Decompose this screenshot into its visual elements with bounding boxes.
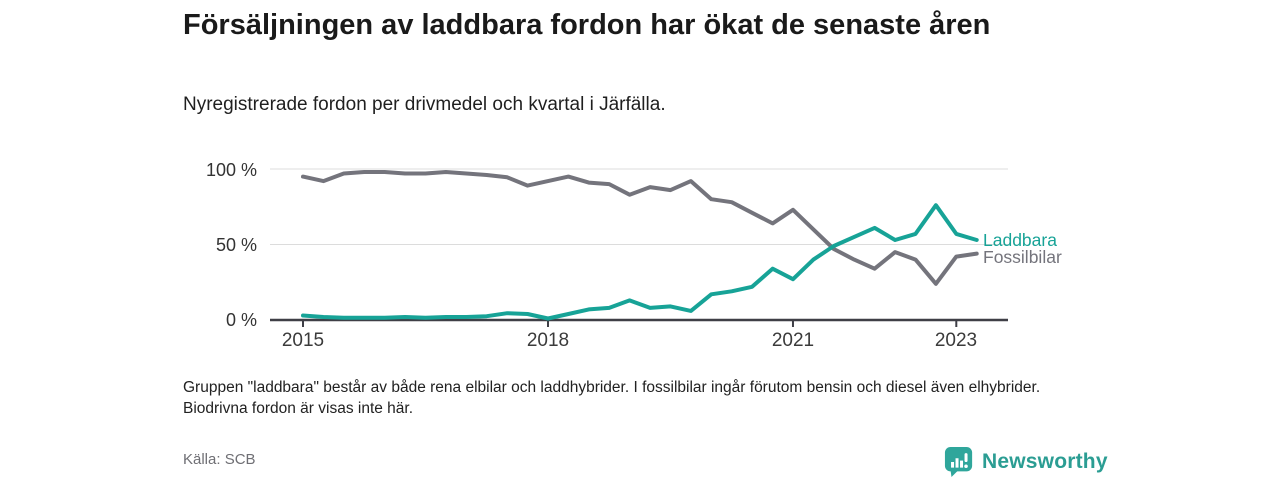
x-axis-tick-2023: 2023	[934, 330, 978, 351]
x-axis-tick-2021: 2021	[771, 330, 815, 351]
series-label-fossilbilar: Fossilbilar	[983, 247, 1062, 267]
newsworthy-brand: Newsworthy	[944, 445, 1108, 479]
x-axis-tick-2015: 2015	[281, 330, 325, 351]
chart-subtitle: Nyregistrerade fordon per drivmedel och …	[183, 94, 666, 115]
y-axis-tick-50: 50 %	[215, 235, 257, 255]
series-label-laddbara: Laddbara	[983, 230, 1057, 250]
newsworthy-logo-icon	[944, 447, 973, 477]
y-axis-tick-0: 0 %	[225, 310, 257, 330]
chart-footnote: Gruppen "laddbara" består av både rena e…	[183, 379, 1041, 417]
source-note: Källa: SCB	[183, 451, 256, 468]
newsworthy-brand-label: Newsworthy	[982, 450, 1108, 473]
page-title: Försäljningen av laddbara fordon har öka…	[183, 9, 991, 41]
x-axis-tick-2018: 2018	[526, 330, 570, 351]
y-axis-tick-100: 100 %	[205, 160, 257, 180]
